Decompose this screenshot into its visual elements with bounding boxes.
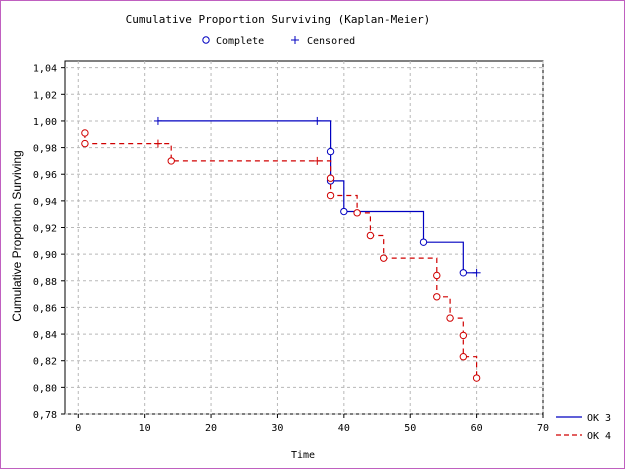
complete-marker: [379, 254, 388, 262]
x-tick-label: 10: [139, 423, 151, 434]
survival-line: [84, 132, 478, 378]
legend-complete-icon: [202, 36, 210, 44]
y-tick-label: 0,90: [33, 250, 57, 261]
y-axis-ticks: 0,78 0,80 0,82 0,84 0,86 0,88 0,90 0,92 0,94 0,96…: [33, 64, 65, 421]
complete-marker: [326, 147, 335, 156]
x-tick-label: 40: [338, 423, 350, 434]
complete-marker: [326, 174, 335, 182]
marker-legend: Complete Censored: [202, 36, 355, 47]
censored-marker: [313, 156, 322, 165]
series-1: [153, 116, 481, 277]
y-tick-label: 0,88: [33, 277, 57, 288]
series-layer: [81, 116, 481, 382]
x-tick-label: 20: [205, 423, 217, 434]
complete-marker: [446, 314, 454, 322]
y-tick-label: 0,92: [33, 224, 57, 235]
x-tick-label: 50: [404, 423, 416, 434]
legend-complete-label: Complete: [216, 36, 264, 47]
complete-marker: [81, 129, 89, 137]
x-axis-label: Time: [291, 450, 315, 461]
complete-marker: [167, 157, 175, 165]
x-tick-label: 60: [471, 423, 483, 434]
complete-marker: [81, 139, 89, 148]
complete-marker: [433, 293, 441, 301]
complete-marker: [459, 331, 468, 340]
y-tick-label: 0,94: [33, 197, 57, 208]
censored-marker: [472, 268, 481, 277]
plot-area: [64, 60, 544, 415]
y-tick-label: 0,78: [33, 410, 57, 421]
complete-marker: [340, 207, 348, 216]
complete-marker: [459, 269, 468, 277]
y-axis-label: Cumulative Proportion Surviving: [10, 150, 24, 321]
legend-series-label: OK 4: [587, 431, 611, 442]
series-legend: OK 3 OK 4: [556, 413, 611, 442]
complete-marker: [419, 238, 428, 246]
x-tick-label: 30: [271, 423, 283, 434]
legend-censored-label: Censored: [307, 36, 355, 47]
complete-marker: [472, 374, 481, 382]
censored-marker: [153, 139, 162, 148]
complete-marker: [353, 209, 361, 217]
grid: [65, 61, 544, 415]
x-tick-label: 0: [75, 423, 81, 434]
censored-marker: [313, 116, 322, 125]
legend-series-label: OK 3: [587, 413, 611, 424]
series-2: [81, 129, 481, 382]
complete-marker: [366, 231, 375, 240]
x-axis-ticks: 0 10 20 30 40 50 60 70: [75, 414, 549, 434]
y-tick-label: 0,86: [33, 303, 57, 314]
complete-marker: [326, 191, 335, 200]
y-tick-label: 0,82: [33, 357, 57, 368]
complete-marker: [459, 353, 468, 361]
y-tick-label: 0,98: [33, 144, 57, 155]
y-tick-label: 0,80: [33, 383, 57, 394]
complete-marker: [433, 271, 441, 280]
y-tick-label: 0,96: [33, 170, 57, 181]
y-tick-label: 1,02: [33, 90, 57, 101]
censored-marker: [153, 116, 162, 125]
y-tick-label: 1,04: [33, 64, 57, 75]
y-tick-label: 0,84: [33, 330, 57, 341]
legend-censored-icon: [291, 36, 299, 44]
plot-frame: [64, 60, 544, 415]
y-tick-label: 1,00: [33, 117, 57, 128]
x-tick-label: 70: [537, 423, 549, 434]
chart-title: Cumulative Proportion Surviving (Kaplan-…: [126, 13, 431, 26]
